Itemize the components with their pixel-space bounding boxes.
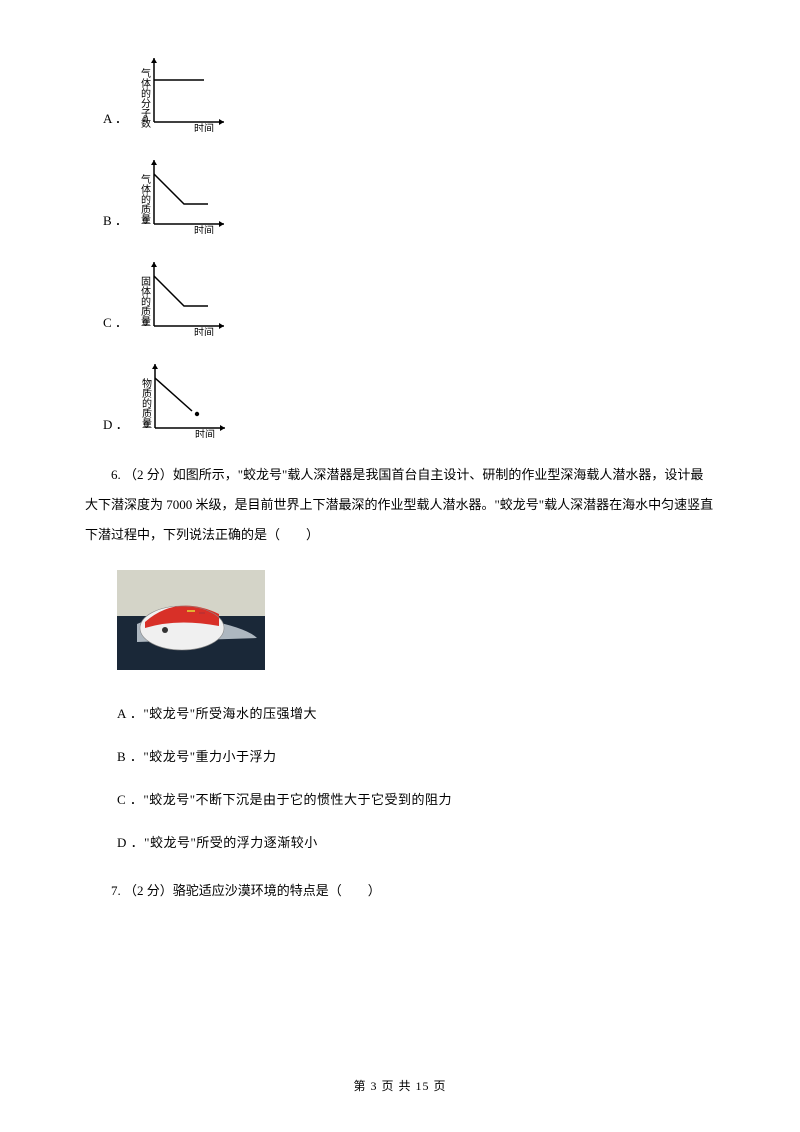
graph-c-ylabel: 固体的质量	[138, 276, 150, 326]
q6-option-c: C ．"蛟龙号"不断下沉是由于它的惯性大于它受到的阻力	[117, 790, 715, 811]
graph-d-xlabel: 时间	[195, 428, 215, 438]
graph-d: 0 物质的质量 时间	[137, 356, 232, 438]
option-c-row: C ． 0 固体的质量 时间	[103, 254, 715, 336]
q6-option-a: A ．"蛟龙号"所受海水的压强增大	[117, 704, 715, 725]
option-d-label: D ．	[103, 415, 129, 438]
question-6-text: 6. （2 分）如图所示，"蛟龙号"载人深潜器是我国首台自主设计、研制的作业型深…	[85, 460, 715, 550]
q6-option-b: B ．"蛟龙号"重力小于浮力	[117, 747, 715, 768]
option-c-label: C ．	[103, 313, 128, 336]
option-b-row: B ． 0 气体的质量 时间	[103, 152, 715, 234]
graph-a-ylabel: 气体的分子数	[138, 67, 150, 129]
option-a-row: A ． 0 气体的分子数 时间	[103, 50, 715, 132]
graph-d-ylabel: 物质的质量	[139, 377, 151, 428]
question-7-text: 7. （2 分）骆驼适应沙漠环境的特点是（ ）	[85, 876, 715, 906]
graph-a: 0 气体的分子数 时间	[136, 50, 231, 132]
option-d-row: D ． 0 物质的质量 时间	[103, 356, 715, 438]
page-footer: 第 3 页 共 15 页	[0, 1077, 800, 1096]
graph-c: 0 固体的质量 时间	[136, 254, 231, 336]
graph-b-xlabel: 时间	[194, 224, 214, 234]
jiaolong-photo	[117, 570, 715, 677]
q6-option-d: D ．"蛟龙号"所受的浮力逐渐较小	[117, 833, 715, 854]
graph-b: 0 气体的质量 时间	[136, 152, 231, 234]
graph-c-xlabel: 时间	[194, 326, 214, 336]
option-a-label: A ．	[103, 109, 128, 132]
option-b-label: B ．	[103, 211, 128, 234]
graph-b-ylabel: 气体的质量	[138, 173, 150, 224]
graph-a-xlabel: 时间	[194, 122, 214, 132]
